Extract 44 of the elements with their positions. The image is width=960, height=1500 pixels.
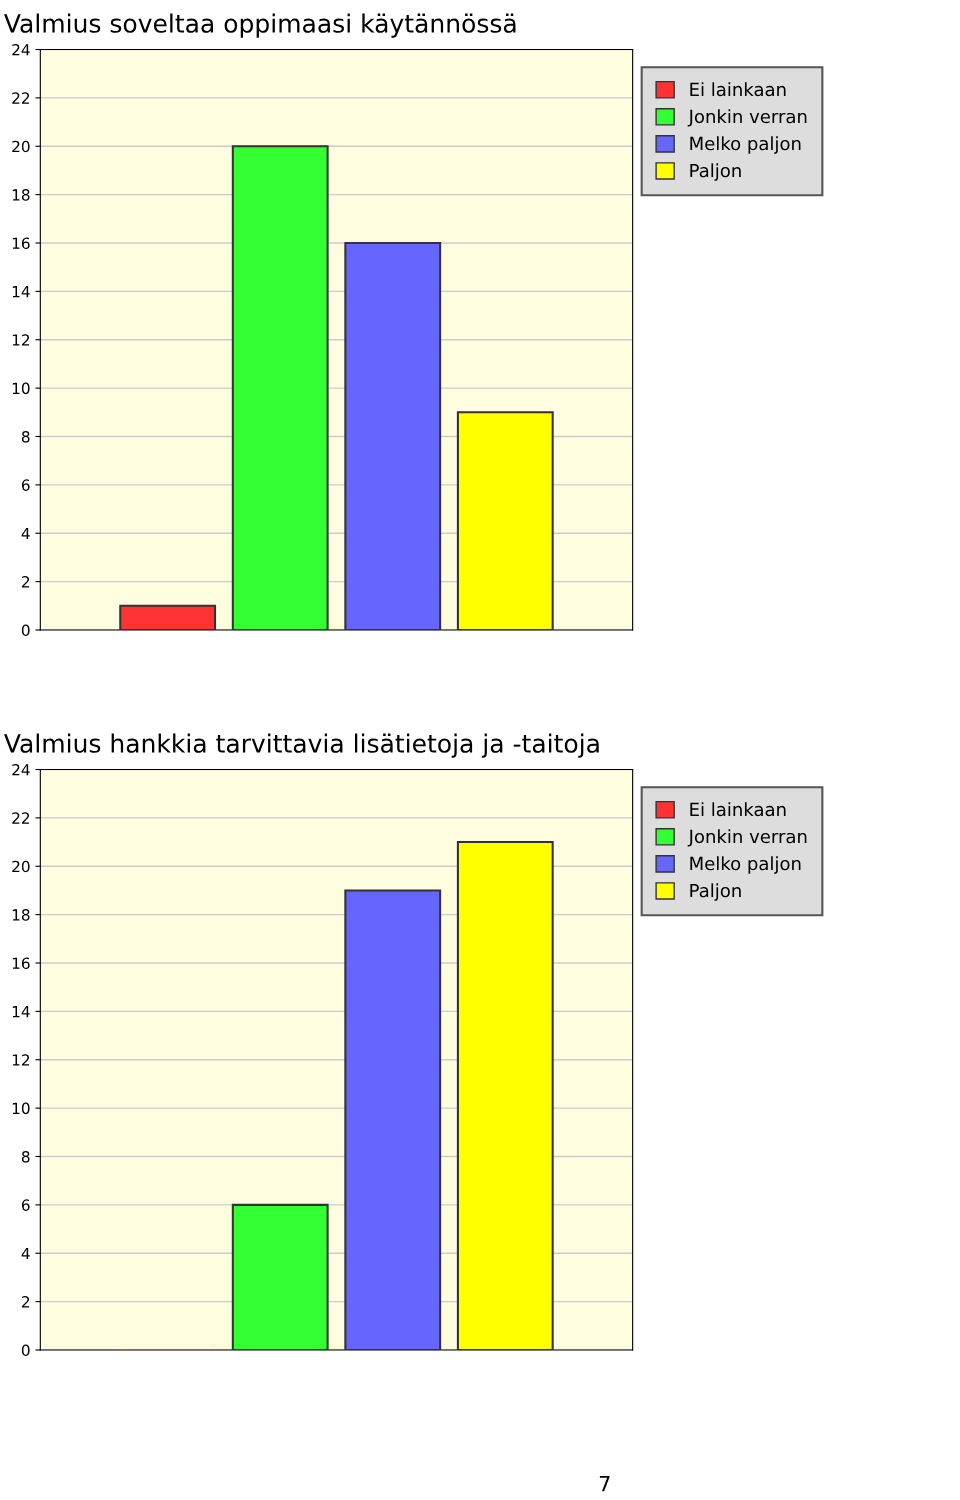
chart-title: Valmius hankkia tarvittavia lisätietoja ja -taitoja: [4, 733, 599, 758]
y-tick-label: 16: [12, 237, 30, 250]
y-tick-label: 18: [12, 909, 30, 921]
y-tick-label: 22: [12, 812, 30, 824]
y-tick-label: 24: [12, 43, 30, 56]
legend-label: Ei lainkaan: [690, 802, 786, 817]
y-tick-label: 14: [12, 1006, 30, 1018]
bar: [344, 889, 442, 1350]
y-tick-label: 8: [21, 1150, 30, 1163]
y-tick-label: 4: [21, 1247, 30, 1260]
y-tick-label: 24: [12, 763, 30, 776]
bar: [456, 841, 554, 1350]
bar: [456, 411, 554, 630]
y-tick-label: 2: [22, 1296, 30, 1308]
legend-label: Melko paljon: [690, 136, 801, 154]
text: 7: [599, 1475, 610, 1492]
y-tick-label: 4: [21, 527, 30, 540]
legend-label: Jonkin verran: [687, 109, 807, 127]
y-tick-label: 12: [12, 1054, 30, 1066]
bar: [119, 604, 217, 630]
legend-label: Paljon: [690, 163, 741, 181]
y-tick-label: 20: [12, 140, 30, 153]
y-tick-label: 8: [21, 430, 30, 443]
y-tick-label: 10: [12, 1102, 30, 1115]
y-tick-label: 6: [21, 479, 30, 491]
y-tick-label: 14: [12, 286, 30, 298]
y-tick-label: 10: [12, 382, 30, 395]
bar: [231, 1203, 329, 1350]
y-tick-label: 12: [12, 334, 30, 346]
legend-label: Ei lainkaan: [690, 82, 786, 97]
legend-label: Paljon: [690, 883, 741, 901]
chart-title: Valmius soveltaa oppimaasi käytännössä: [4, 13, 516, 38]
bar: [344, 241, 442, 630]
y-tick-label: 0: [21, 1344, 30, 1357]
legend-label: Melko paljon: [690, 856, 801, 874]
y-tick-label: 22: [12, 92, 30, 104]
y-tick-label: 18: [12, 189, 30, 201]
bar: [231, 145, 329, 630]
y-tick-label: 0: [21, 624, 30, 637]
y-tick-label: 20: [12, 860, 30, 873]
y-tick-label: 2: [22, 576, 30, 588]
y-tick-label: 16: [12, 957, 30, 970]
legend-label: Jonkin verran: [687, 829, 807, 847]
y-tick-label: 6: [21, 1199, 30, 1211]
